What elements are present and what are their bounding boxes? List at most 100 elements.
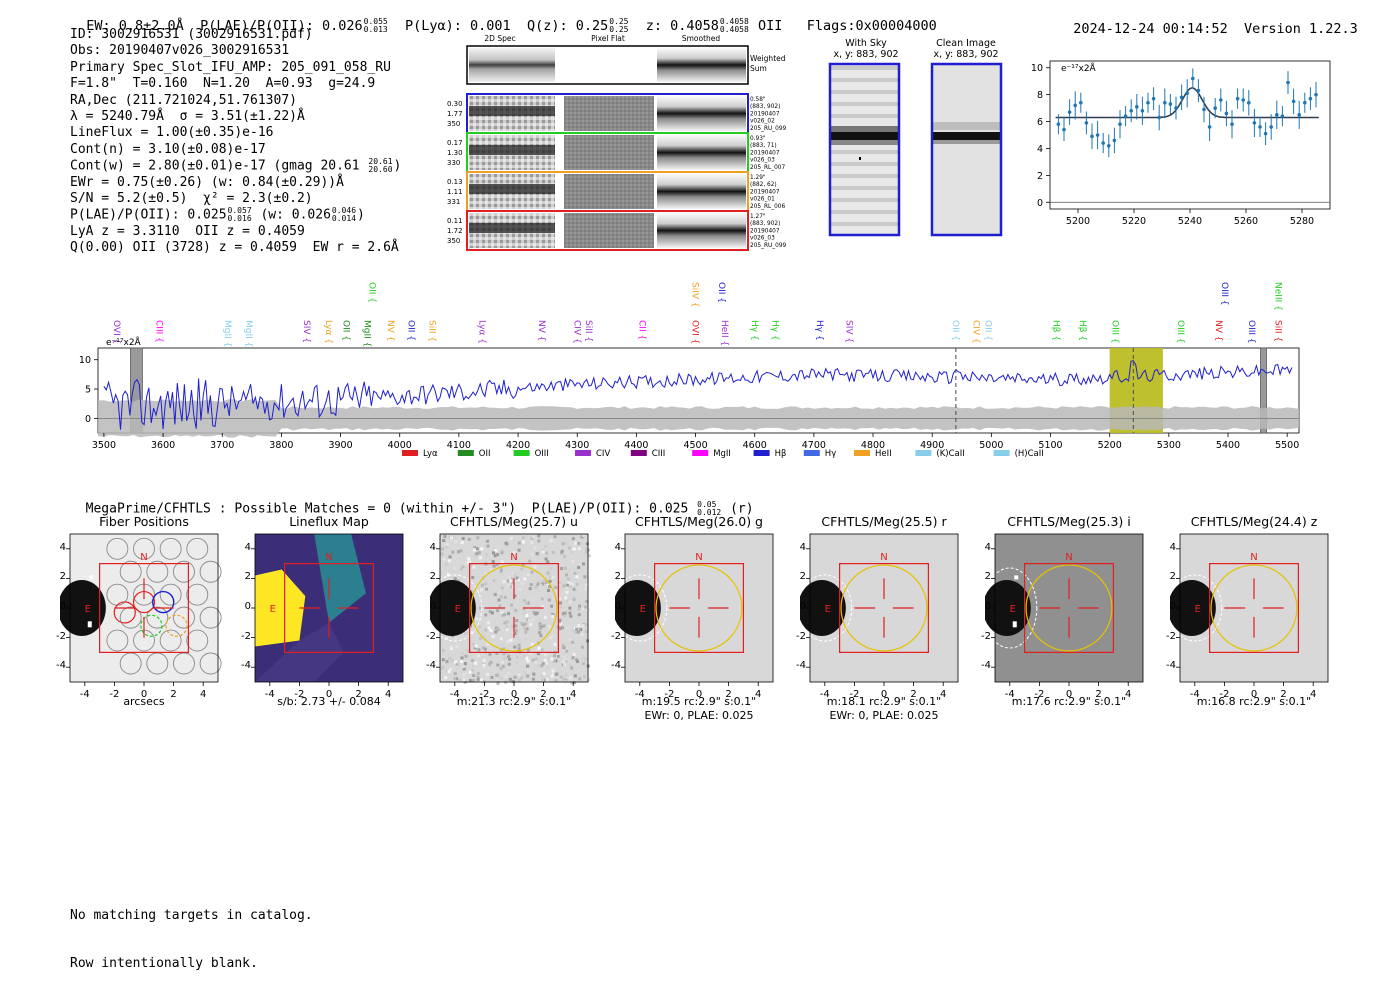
line-fit-point xyxy=(1067,110,1072,114)
noise-pixel xyxy=(486,539,490,543)
panel-ytick-label: 2 xyxy=(984,571,991,583)
cutout-left-value: 1.77 xyxy=(447,110,463,118)
saturated-pixel xyxy=(87,621,92,628)
noise-pixel xyxy=(511,571,515,575)
noise-pixel xyxy=(583,575,587,579)
noise-pixel xyxy=(471,679,475,683)
noise-pixel xyxy=(503,621,507,625)
noise-pixel xyxy=(551,672,555,676)
cutout-2d-trace xyxy=(469,145,555,155)
noise-pixel xyxy=(454,660,458,664)
bright-source-blob xyxy=(1170,580,1216,636)
noise-pixel xyxy=(560,549,564,553)
noise-pixel xyxy=(482,606,486,610)
line-fit-unit: e⁻¹⁷x2Å xyxy=(1061,62,1097,74)
spectrum-body xyxy=(98,347,1299,438)
noise-pixel xyxy=(575,658,579,662)
noise-pixel xyxy=(520,622,524,626)
line-fit-point xyxy=(1303,100,1307,105)
noise-pixel xyxy=(542,678,546,682)
info-lineflux: LineFlux = 1.00(±0.35)e-16 xyxy=(70,125,274,141)
noise-pixel xyxy=(540,648,544,652)
noise-pixel xyxy=(521,563,525,567)
noise-pixel xyxy=(453,577,457,581)
noise-pixel xyxy=(499,667,503,671)
spectrum-line-label: Hγ { xyxy=(769,320,779,341)
noise-pixel xyxy=(495,563,499,567)
noise-pixel xyxy=(525,601,529,605)
noise-pixel xyxy=(536,582,540,586)
noise-pixel xyxy=(558,618,562,622)
noise-pixel xyxy=(571,537,575,541)
spectrum-xtick-label: 4300 xyxy=(565,440,589,451)
info-cont-w-text: Cont(w) = 2.80(±0.01)e-17 (gmag 20.61 xyxy=(70,158,360,174)
noise-pixel xyxy=(494,579,498,583)
info-obs: Obs: 20190407v026_3002916531 xyxy=(70,43,290,59)
fiber-circle xyxy=(119,560,142,583)
noise-pixel xyxy=(440,571,444,575)
sky-clean-images xyxy=(828,62,1003,237)
noise-pixel xyxy=(516,635,520,639)
noise-pixel xyxy=(446,573,450,577)
noise-pixel xyxy=(540,605,544,609)
noise-pixel xyxy=(455,677,459,681)
cutout-right-value: 1.29" xyxy=(750,175,766,181)
spectrum-line-label: HeII { xyxy=(719,320,729,346)
spectrum-xtick-label: 5200 xyxy=(1098,440,1122,451)
noise-pixel xyxy=(535,552,539,556)
fiber-circle xyxy=(133,537,155,560)
spectrum-line-label: OII { xyxy=(982,320,992,341)
noise-pixel xyxy=(480,547,484,551)
noise-pixel xyxy=(479,556,483,560)
noise-pixel xyxy=(521,623,525,627)
spectrum-legend-swatch xyxy=(402,450,418,456)
noise-pixel xyxy=(569,676,573,680)
line-fit-point xyxy=(1269,125,1273,129)
noise-pixel xyxy=(497,598,501,602)
noise-pixel xyxy=(571,560,575,564)
spectrum-legend-label: Lyα xyxy=(423,449,438,459)
cutout-row: 0.30 1.77 350 0.58"(883, 902)20190407 v026_0… xyxy=(447,93,787,134)
spectrum-legend-label: Hγ xyxy=(825,449,836,459)
east-label: E xyxy=(640,604,646,615)
noise-pixel xyxy=(482,680,486,684)
header-bar: EW: 0.8±2.0Å P(LAE)/P(OII): 0.026 0.055 0.… xyxy=(70,2,937,35)
noise-pixel xyxy=(517,643,521,647)
cutout-pixel-flat xyxy=(564,174,654,209)
header-plya: P(Lyα): 0.001 xyxy=(405,18,511,34)
line-fit-point xyxy=(1146,100,1150,105)
cutout-right-value: 205_RU_099 xyxy=(750,126,787,132)
noise-pixel xyxy=(548,588,552,592)
noise-pixel xyxy=(584,657,588,661)
cutout-right-value: 20190407 xyxy=(750,228,780,234)
noise-pixel xyxy=(487,626,491,630)
info-plae-lo: 0.016 xyxy=(227,214,252,224)
noise-pixel xyxy=(531,658,535,662)
noise-pixel xyxy=(527,648,531,652)
saturated-pixel xyxy=(89,575,94,580)
megaprime-summary: MegaPrime/CFHTLS : Possible Matches = 0 … xyxy=(70,486,754,517)
noise-pixel xyxy=(523,627,527,631)
noise-pixel xyxy=(476,536,480,540)
noise-pixel xyxy=(448,555,452,559)
spectrum-line-label: MgII { xyxy=(361,320,371,347)
imaging-panel-title: CFHTLS/Meg(25.5) r xyxy=(821,514,947,529)
noise-pixel xyxy=(445,545,449,549)
noise-pixel xyxy=(448,667,452,671)
noise-pixel xyxy=(530,642,534,646)
noise-pixel xyxy=(469,631,473,635)
bright-source-blob xyxy=(615,580,661,636)
noise-pixel xyxy=(550,604,554,608)
noise-pixel xyxy=(524,630,528,634)
noise-pixel xyxy=(577,607,581,611)
noise-pixel xyxy=(483,617,487,621)
info-id: ID: 3002916531 (3002916531.pdf) xyxy=(70,27,313,42)
noise-pixel xyxy=(585,546,589,550)
panel-xtick-label: -2 xyxy=(849,689,859,700)
noise-pixel xyxy=(538,623,542,627)
noise-pixel xyxy=(548,579,552,583)
info-gmag-lo: 20.60 xyxy=(368,165,393,175)
with-sky-image xyxy=(828,62,901,237)
noise-pixel xyxy=(495,609,499,613)
line-fit-point xyxy=(1157,115,1161,120)
